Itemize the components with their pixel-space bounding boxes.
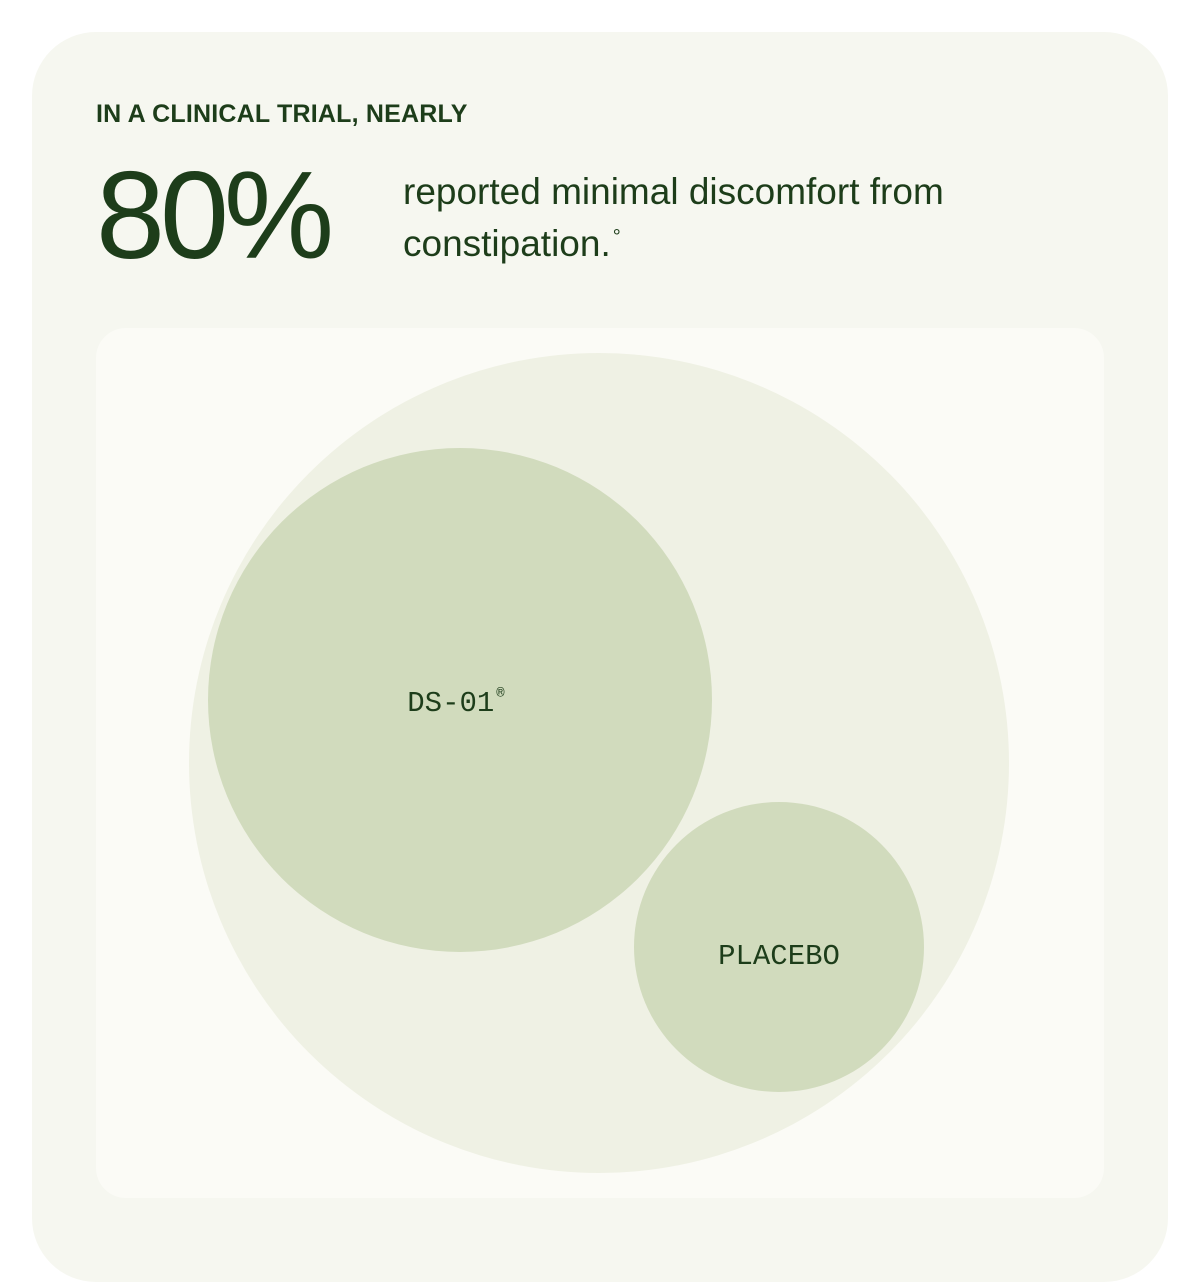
bubble-chart: DS-01 ® PLACEBO bbox=[189, 353, 1009, 1173]
stat-description-text: reported minimal discomfort from constip… bbox=[403, 171, 944, 264]
eyebrow-heading: IN A CLINICAL TRIAL, NEARLY bbox=[96, 100, 468, 128]
ds01-label: DS-01 ® bbox=[407, 686, 505, 720]
stat-value: 80% bbox=[96, 147, 334, 285]
placebo-label: PLACEBO bbox=[718, 940, 840, 973]
ds01-registered-mark: ® bbox=[496, 686, 505, 702]
ds01-label-text: DS-01 bbox=[407, 687, 494, 720]
ds01-bubble bbox=[208, 448, 712, 952]
stat-description: reported minimal discomfort from constip… bbox=[403, 166, 1023, 270]
placebo-bubble bbox=[634, 802, 924, 1092]
footnote-mark: ° bbox=[612, 225, 621, 248]
chart-panel: DS-01 ® PLACEBO bbox=[96, 328, 1104, 1198]
